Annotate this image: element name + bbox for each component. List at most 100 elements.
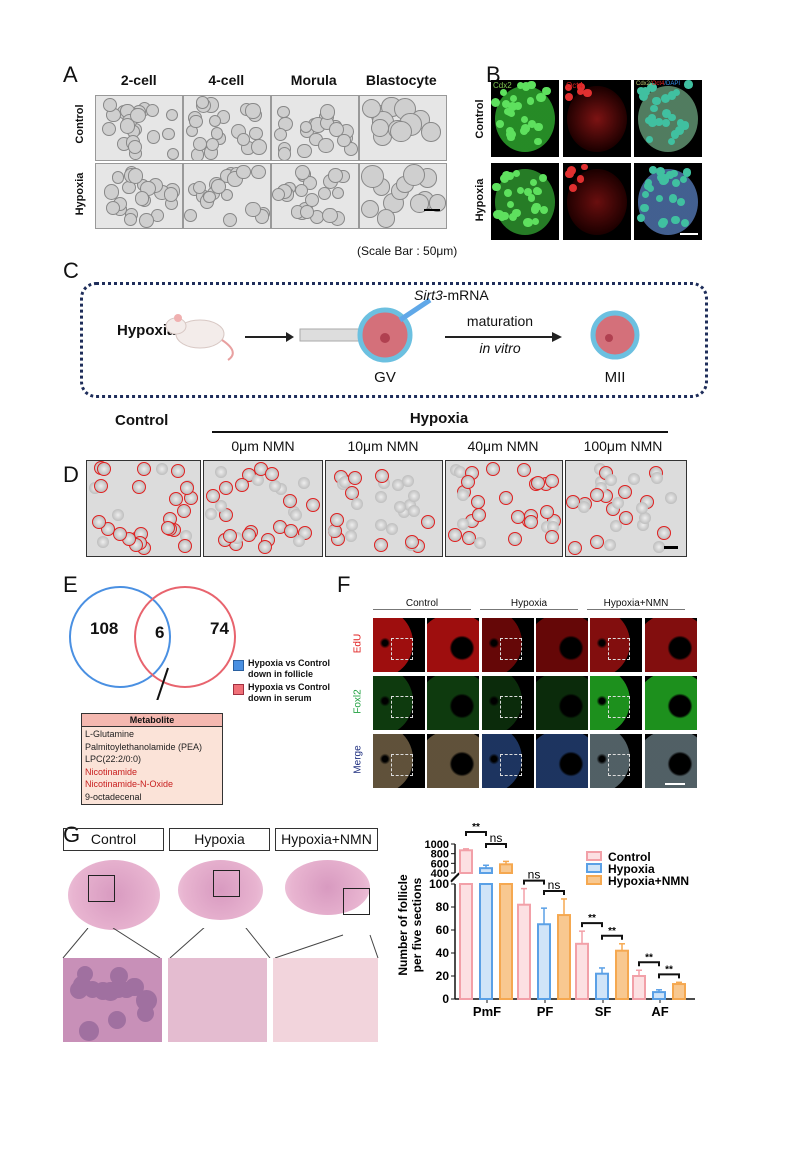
zoom-region-box: [391, 638, 413, 660]
embryo-fluorescence-image: [563, 163, 631, 240]
significance-bracket: [465, 831, 487, 836]
scale-bar-note: (Scale Bar : 50μm): [357, 244, 458, 258]
significance-label: **: [588, 913, 596, 924]
embryo-fluorescence-image: [563, 80, 631, 157]
tissue-fluorescence-image: [590, 734, 642, 788]
brightfield-micrograph: [183, 95, 271, 161]
legend-swatch: [233, 660, 244, 671]
d-control-label: Control: [115, 412, 169, 429]
venn-circle-serum: [134, 586, 236, 688]
y-tick-label: 600: [431, 858, 449, 870]
f-col-hypoxia: Hypoxia: [480, 598, 578, 610]
legend-item-follicle: Hypoxia vs Control down in follicle: [233, 658, 353, 680]
venn-right-count: 74: [210, 619, 229, 638]
bar: [499, 863, 513, 874]
zoom-region-box: [608, 754, 630, 776]
y-tick-label: 40: [436, 946, 450, 960]
row-control: Control: [74, 104, 86, 144]
oocyte-micrograph: [203, 460, 323, 557]
table-header: Metabolite: [82, 714, 222, 727]
tissue-fluorescence-image: [373, 676, 425, 730]
significance-label: **: [645, 952, 653, 963]
significance-label: ns: [490, 831, 503, 845]
zoom-region-box: [608, 696, 630, 718]
brightfield-micrograph: [271, 163, 359, 229]
mii-oocyte: [590, 310, 640, 360]
d-hypoxia-label: Hypoxia: [409, 410, 469, 427]
venn-diagram: [69, 586, 236, 700]
y-tick-label: 100: [429, 877, 449, 891]
zoom-region-box: [88, 875, 115, 902]
x-tick-label: AF: [651, 1004, 668, 1019]
significance-bracket: [581, 922, 603, 928]
scale-bar: [680, 233, 698, 235]
metabolite-row: Nicotinamide-N-Oxide: [85, 779, 174, 789]
tissue-fluorescence-image: [536, 676, 588, 730]
mouse-icon: [165, 314, 234, 361]
bar: [459, 883, 473, 1000]
metabolite-row: LPC(22:2/0:0): [85, 754, 142, 764]
row-control: Control: [474, 99, 486, 139]
legend-swatch: [586, 863, 602, 873]
channel-cdx2: Cdx2: [493, 81, 512, 90]
metabolite-row: L-Glutamine: [85, 729, 135, 739]
significance-bracket: [485, 843, 507, 848]
arrow-top-label: maturation: [466, 313, 534, 329]
y-axis-label: Number of follicleper five sections: [396, 874, 424, 976]
tissue-fluorescence-image: [645, 734, 697, 788]
axis-break-mark: [450, 872, 460, 882]
panel-a-column-headers: 2-cell 4-cell Morula Blastocyte: [95, 72, 445, 88]
y-tick-label: 400: [431, 868, 449, 880]
venn-circle-follicle: [69, 586, 171, 688]
legend-swatch: [586, 875, 602, 885]
zoom-region-box: [500, 696, 522, 718]
bar: [615, 949, 629, 1000]
significance-bracket: [601, 934, 623, 940]
tissue-fluorescence-image: [482, 618, 534, 672]
y-tick-label: 0: [442, 992, 449, 1006]
y-tick-label: 1000: [425, 839, 449, 851]
zoom-region-box: [391, 696, 413, 718]
zoom-connector-lines: [62, 928, 379, 958]
tissue-fluorescence-image: [536, 618, 588, 672]
tissue-fluorescence-image: [645, 618, 697, 672]
ovary-section-overview: [63, 850, 162, 945]
bar: [575, 942, 589, 1001]
tissue-fluorescence-image: [427, 734, 479, 788]
zoom-region-box: [500, 638, 522, 660]
subgroup-10: 10μm NMN: [347, 438, 419, 454]
workflow-condition: Hypoxia: [117, 322, 176, 339]
f-column-headers: Control Hypoxia Hypoxia+NMN: [373, 598, 685, 610]
zoom-region-box: [500, 754, 522, 776]
subgroup-100: 100μm NMN: [583, 438, 663, 454]
embryo-fluorescence-image: [491, 80, 559, 157]
oocyte-micrograph: [325, 460, 443, 557]
callout-line: [156, 667, 169, 700]
d-subgroup-labels: 0μm NMN 10μm NMN 40μm NMN 100μm NMN: [203, 438, 683, 454]
row-hypoxia: Hypoxia: [74, 172, 86, 216]
ovary-section-overview: [273, 850, 378, 945]
g-col-control: Control: [63, 828, 164, 851]
legend-label: Hypoxia: [608, 862, 655, 876]
row-hypoxia: Hypoxia: [474, 178, 486, 222]
legend-swatch: [233, 684, 244, 695]
y-tick-label: 80: [436, 900, 450, 914]
zoom-region-box: [343, 888, 370, 915]
col-2-cell: 2-cell: [120, 72, 157, 88]
bar: [479, 867, 493, 875]
g-column-headers: Control Hypoxia Hypoxia+NMN: [63, 828, 378, 851]
venn-left-count: 108: [90, 619, 119, 638]
workflow-box: [80, 282, 708, 398]
tissue-fluorescence-image: [482, 676, 534, 730]
legend-label: Hypoxia+NMN: [608, 874, 689, 888]
significance-label: **: [665, 964, 673, 975]
significance-bracket: [658, 973, 680, 979]
channel-merge: Cdx2/Oct4/DAPI: [636, 81, 681, 87]
tissue-fluorescence-image: [427, 676, 479, 730]
stage-mii: MII: [604, 369, 626, 386]
tissue-fluorescence-image: [373, 734, 425, 788]
bar: [517, 903, 531, 1000]
bar: [459, 849, 473, 874]
